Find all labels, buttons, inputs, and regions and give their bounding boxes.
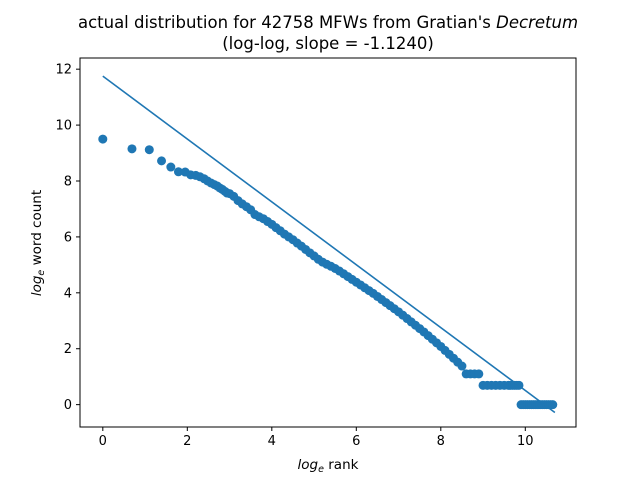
y-axis-label-subscript: e: [36, 270, 47, 276]
plot-area: 0 2 4 6 8 10 0 2 4 6 8 10 12: [55, 57, 577, 449]
x-tick-label: 0: [99, 434, 107, 449]
y-tick-label: 2: [64, 342, 72, 357]
x-axis-label-log: log: [298, 457, 319, 473]
fit-line: [102, 75, 556, 414]
y-tick-label: 12: [55, 63, 72, 78]
data-point: [474, 369, 484, 379]
data-point: [166, 162, 176, 172]
x-tick-label: 8: [437, 434, 445, 449]
y-tick-label: 10: [55, 119, 72, 134]
y-axis-ticks: 0 2 4 6 8 10 12: [55, 63, 80, 413]
data-point: [157, 156, 167, 166]
y-axis-label-log: log: [29, 275, 45, 296]
data-point: [173, 167, 183, 177]
data-marks: [98, 75, 558, 414]
data-point: [98, 134, 108, 144]
chart-title-line2: (log-log, slope = -1.1240): [222, 34, 434, 53]
y-tick-label: 6: [64, 230, 72, 245]
x-tick-label: 4: [268, 434, 276, 449]
y-tick-label: 8: [64, 175, 72, 190]
x-axis-ticks: 0 2 4 6 8 10: [99, 427, 534, 449]
y-axis-label: loge word count: [29, 190, 47, 296]
x-axis-label-subscript: e: [318, 464, 324, 475]
y-tick-label: 0: [64, 398, 72, 413]
x-axis-label: loge rank: [298, 457, 359, 475]
data-point: [457, 361, 467, 371]
data-point: [548, 400, 558, 410]
chart-title-line1: actual distribution for 42758 MFWs from …: [78, 13, 578, 32]
x-tick-label: 6: [352, 434, 360, 449]
x-axis-label-text: rank: [324, 457, 359, 473]
data-point: [127, 144, 137, 154]
chart-title-prefix: actual distribution for 42758 MFWs from …: [78, 13, 496, 32]
x-tick-label: 2: [183, 434, 191, 449]
y-tick-label: 4: [64, 286, 72, 301]
chart-title-italic: Decretum: [496, 13, 578, 32]
axes-frame: [79, 57, 577, 428]
y-axis-label-text: word count: [29, 190, 45, 270]
data-point: [144, 145, 154, 155]
x-tick-label: 10: [517, 434, 534, 449]
